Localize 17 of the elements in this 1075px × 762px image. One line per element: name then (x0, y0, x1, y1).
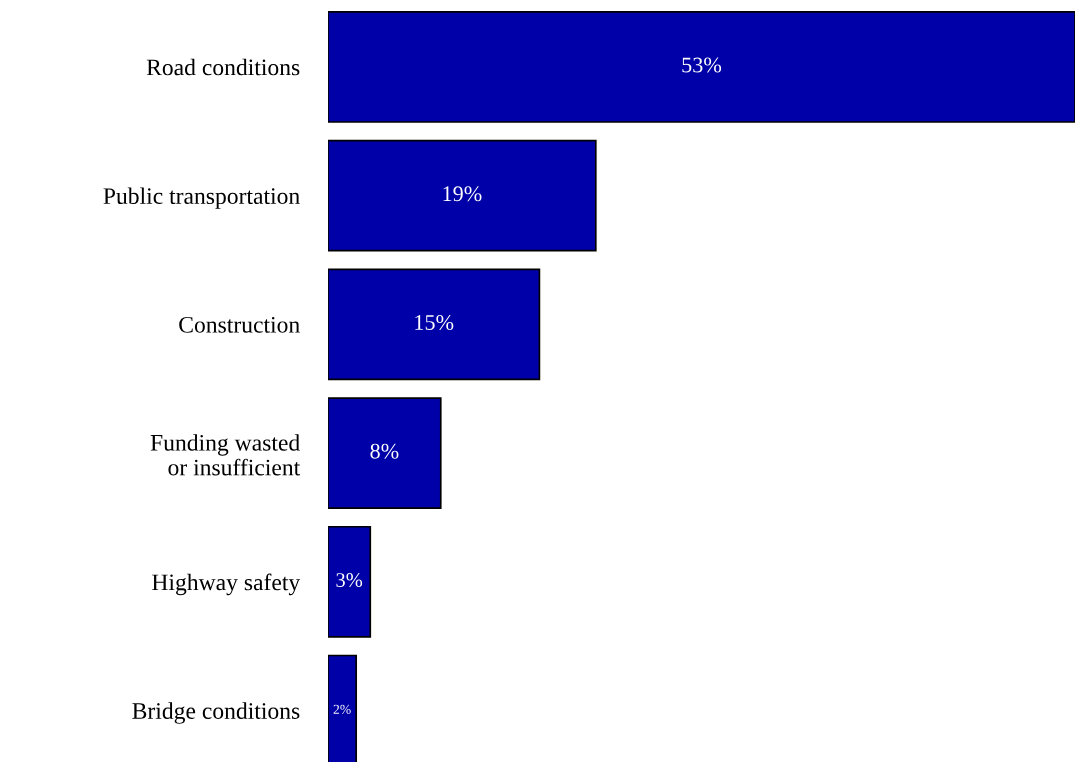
data-label: 15% (415, 314, 454, 330)
y-tick-label: Public transportation (103, 187, 300, 209)
bar (328, 268, 541, 381)
data-label: 8% (370, 443, 399, 459)
bar (328, 139, 597, 252)
bar (328, 11, 1075, 123)
data-label: 3% (336, 573, 363, 588)
y-tick-label: Road conditions (146, 58, 300, 76)
bar (328, 397, 442, 509)
data-label: 19% (443, 186, 482, 202)
y-tick-label: Highway safety (152, 573, 301, 596)
y-tick-label: Construction (179, 316, 300, 333)
y-tick-label: Bridge conditions (132, 702, 300, 724)
data-label: 2% (333, 704, 351, 714)
bar (328, 525, 372, 638)
data-label: 53% (682, 57, 722, 73)
y-tick-label: Funding wasted or insufficient (150, 434, 301, 476)
